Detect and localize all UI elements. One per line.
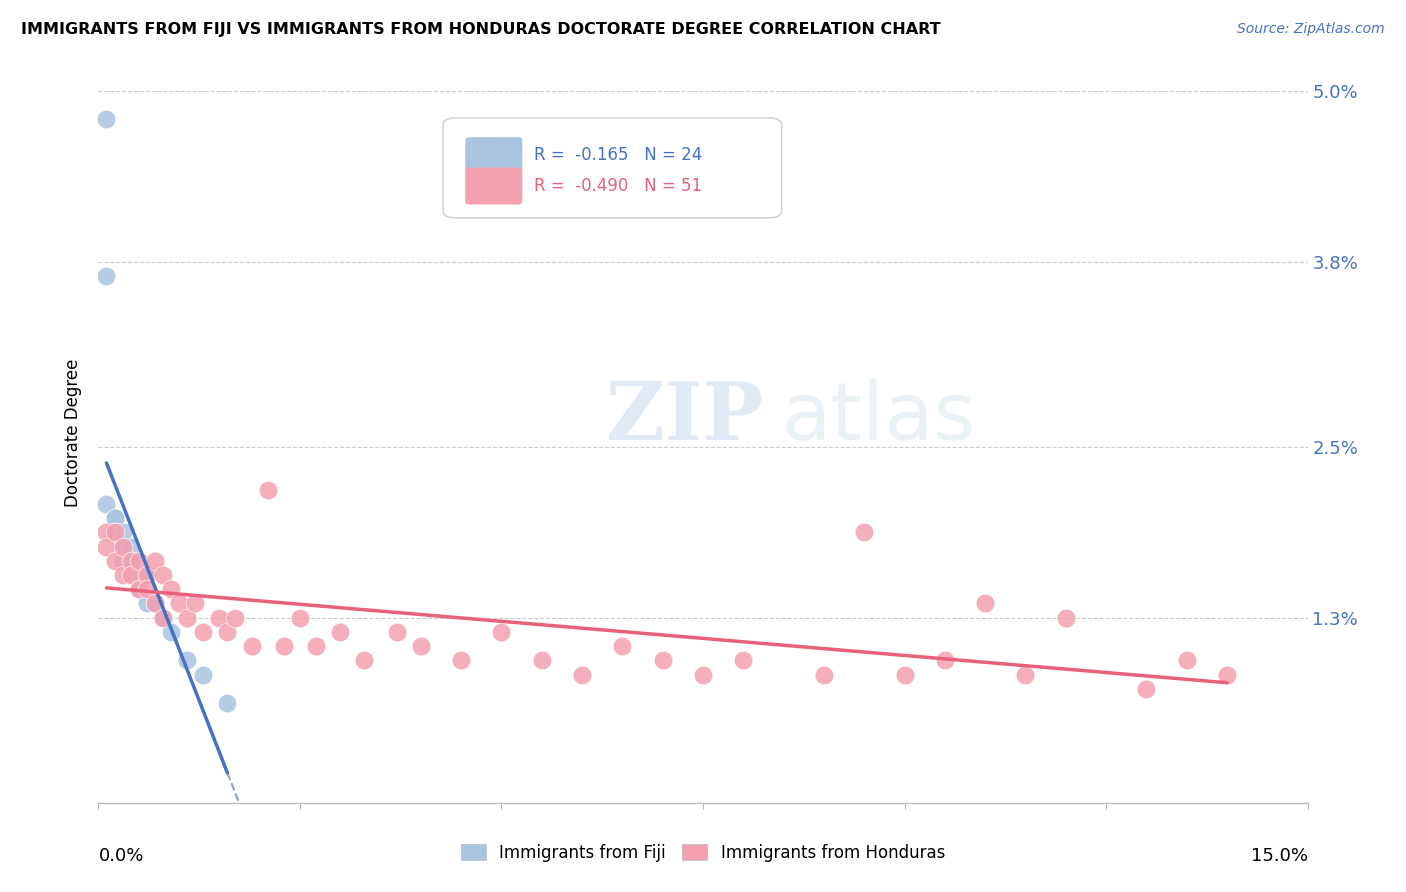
Point: [893, 667, 915, 681]
Point: [409, 639, 432, 653]
Point: [1014, 667, 1036, 681]
Point: [208, 610, 231, 624]
Point: [135, 568, 157, 582]
Point: [143, 597, 166, 611]
Point: [96, 540, 118, 554]
Point: [135, 597, 157, 611]
Point: [160, 582, 183, 597]
Point: [103, 525, 125, 540]
Point: [530, 653, 553, 667]
Point: [217, 696, 239, 710]
Point: [305, 639, 328, 653]
Point: [353, 653, 375, 667]
Point: [143, 597, 166, 611]
Text: 15.0%: 15.0%: [1250, 847, 1308, 865]
Point: [651, 653, 673, 667]
Point: [96, 525, 118, 540]
Point: [143, 554, 166, 568]
Point: [128, 554, 150, 568]
Text: atlas: atlas: [782, 379, 976, 457]
Point: [111, 568, 134, 582]
Point: [152, 610, 174, 624]
Point: [120, 568, 142, 582]
Legend: Immigrants from Fiji, Immigrants from Honduras: Immigrants from Fiji, Immigrants from Ho…: [454, 838, 952, 869]
Point: [853, 525, 876, 540]
Point: [1175, 653, 1198, 667]
Point: [240, 639, 263, 653]
Point: [974, 597, 997, 611]
Point: [1054, 610, 1077, 624]
Text: 0.0%: 0.0%: [98, 847, 143, 865]
Point: [273, 639, 295, 653]
Point: [733, 653, 755, 667]
Point: [1135, 681, 1157, 696]
Text: ZIP: ZIP: [606, 379, 763, 457]
Point: [385, 624, 408, 639]
Point: [128, 582, 150, 597]
Point: [103, 525, 125, 540]
Point: [103, 511, 125, 525]
Point: [120, 568, 142, 582]
Point: [103, 554, 125, 568]
Point: [193, 667, 215, 681]
Point: [111, 540, 134, 554]
Text: Source: ZipAtlas.com: Source: ZipAtlas.com: [1237, 22, 1385, 37]
Point: [111, 554, 134, 568]
Point: [111, 525, 134, 540]
Y-axis label: Doctorate Degree: Doctorate Degree: [65, 359, 83, 507]
Point: [167, 597, 190, 611]
Text: R =  -0.490   N = 51: R = -0.490 N = 51: [534, 178, 702, 195]
Point: [692, 667, 714, 681]
Point: [111, 540, 134, 554]
Text: IMMIGRANTS FROM FIJI VS IMMIGRANTS FROM HONDURAS DOCTORATE DEGREE CORRELATION CH: IMMIGRANTS FROM FIJI VS IMMIGRANTS FROM …: [21, 22, 941, 37]
Point: [96, 268, 118, 283]
Point: [152, 568, 174, 582]
Point: [120, 554, 142, 568]
FancyBboxPatch shape: [465, 138, 522, 173]
Point: [288, 610, 311, 624]
Point: [176, 610, 198, 624]
Point: [491, 624, 513, 639]
Point: [256, 483, 278, 497]
Point: [571, 667, 593, 681]
Point: [160, 624, 183, 639]
Point: [120, 540, 142, 554]
Point: [450, 653, 472, 667]
Point: [612, 639, 634, 653]
Point: [96, 112, 118, 127]
Point: [135, 568, 157, 582]
Point: [224, 610, 246, 624]
Point: [176, 653, 198, 667]
FancyBboxPatch shape: [465, 169, 522, 204]
Point: [813, 667, 835, 681]
Point: [152, 610, 174, 624]
Point: [934, 653, 956, 667]
Point: [111, 554, 134, 568]
Point: [103, 511, 125, 525]
Point: [128, 582, 150, 597]
Text: R =  -0.165   N = 24: R = -0.165 N = 24: [534, 146, 702, 164]
Point: [120, 554, 142, 568]
Point: [217, 624, 239, 639]
FancyBboxPatch shape: [443, 118, 782, 218]
Point: [1216, 667, 1239, 681]
Point: [128, 568, 150, 582]
Point: [329, 624, 352, 639]
Point: [96, 497, 118, 511]
Point: [193, 624, 215, 639]
Point: [135, 582, 157, 597]
Point: [184, 597, 207, 611]
Point: [103, 525, 125, 540]
